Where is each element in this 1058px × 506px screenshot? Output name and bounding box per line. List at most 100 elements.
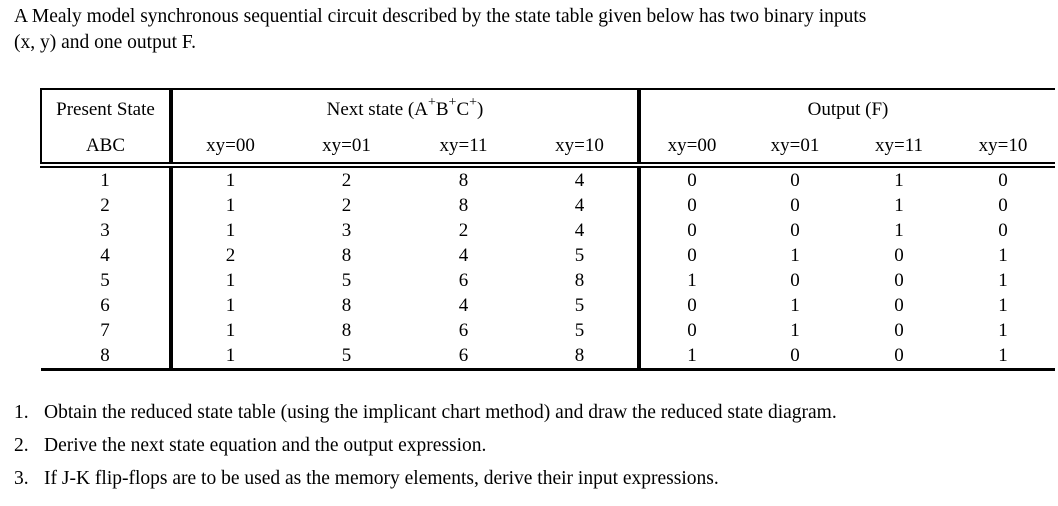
next-state-cell: 5: [522, 293, 641, 318]
out-xy11-header: xy=11: [847, 128, 951, 168]
next-state-label-b: B: [435, 98, 449, 120]
abc-header: ABC: [40, 128, 173, 168]
present-state-cell: 5: [41, 268, 173, 293]
output-cell: 0: [687, 295, 697, 316]
table-header-row-1: Present State Next state (A+B+C+) Output…: [40, 88, 1055, 128]
next-xy10-header: xy=10: [522, 128, 641, 168]
next-state-cell: 1: [225, 295, 236, 316]
output-cell: 1: [998, 295, 1008, 316]
output-cell: 0: [687, 170, 697, 191]
next-state-cell: 1: [225, 170, 236, 191]
output-cell: 0: [998, 195, 1008, 216]
present-state-header: Present State: [40, 88, 173, 128]
next-state-cell: 6: [405, 343, 522, 371]
table-row-state-1: 1 1 2 8 4 0 0 1 0: [41, 165, 1055, 193]
next-state-cell: 5: [522, 318, 641, 343]
next-state-cell: 6: [458, 320, 469, 341]
output-cell: 1: [790, 320, 800, 341]
output-cell: 1: [998, 270, 1008, 291]
out-xy10-header: xy=10: [951, 128, 1055, 168]
next-state-cell: 5: [341, 270, 352, 291]
output-cell: 0: [687, 320, 697, 341]
next-state-label-suffix: ): [477, 98, 484, 120]
output-cell: 0: [687, 195, 697, 216]
next-xy01-header: xy=01: [288, 128, 405, 168]
next-state-cell: 4: [458, 245, 469, 266]
output-cell: 0: [894, 295, 904, 316]
next-xy11-header: xy=11: [405, 128, 522, 168]
output-cell: 0: [743, 343, 847, 371]
table-row-state-6: 6 1 8 4 5 0 1 0 1: [41, 293, 1055, 318]
table-row-state-8: 8 1 5 6 8 1 0 0 1: [41, 343, 1055, 371]
next-state-cell: 2: [341, 170, 352, 191]
output-cell: 1: [894, 220, 904, 241]
out-xy00-header: xy=00: [639, 128, 743, 168]
next-state-sup-a: +: [427, 95, 436, 111]
output-cell: 0: [998, 220, 1008, 241]
next-state-label-prefix: Next state (A: [326, 98, 428, 120]
next-state-cell: 8: [341, 320, 352, 341]
next-state-sup-c: +: [469, 95, 478, 111]
output-cell: 0: [687, 245, 697, 266]
output-cell: 0: [790, 170, 800, 191]
table-header-row-2: ABC xy=00 xy=01 xy=11 xy=10 xy=00 xy=01 …: [40, 128, 1055, 168]
present-state-cell: 1: [41, 165, 173, 193]
next-state-cell: 4: [522, 193, 641, 218]
next-state-cell: 4: [458, 295, 469, 316]
next-state-cell: 1: [225, 195, 236, 216]
problem-statement-line-2: (x, y) and one output F.: [14, 32, 197, 53]
output-cell: 0: [998, 170, 1008, 191]
task-number: 3.: [14, 468, 29, 489]
output-cell: 1: [894, 170, 904, 191]
present-state-cell: 7: [41, 318, 173, 343]
next-state-cell: 8: [522, 343, 641, 371]
next-state-label-c: C: [456, 98, 470, 120]
output-cell: 1: [639, 343, 743, 371]
output-cell: 0: [790, 195, 800, 216]
next-state-cell: 1: [225, 270, 236, 291]
present-state-cell: 2: [41, 193, 173, 218]
next-state-cell: 1: [225, 320, 236, 341]
output-cell: 0: [790, 220, 800, 241]
output-cell: 1: [998, 320, 1008, 341]
task-list: 1. Obtain the reduced state table (using…: [14, 402, 837, 501]
output-cell: 1: [951, 343, 1055, 371]
output-cell: 1: [687, 270, 697, 291]
task-item-2: 2. Derive the next state equation and th…: [14, 435, 837, 457]
table-row-state-5: 5 1 5 6 8 1 0 0 1: [41, 268, 1055, 293]
next-state-cell: 8: [341, 245, 352, 266]
problem-statement: A Mealy model synchronous sequential cir…: [14, 4, 1054, 56]
output-cell: 1: [894, 195, 904, 216]
next-state-cell: 6: [458, 270, 469, 291]
table-row-state-3: 3 1 3 2 4 0 0 1 0: [41, 218, 1055, 243]
output-cell: 1: [790, 245, 800, 266]
output-cell: 0: [847, 343, 951, 371]
present-state-cell: 3: [41, 218, 173, 243]
next-state-cell: 8: [458, 195, 469, 216]
table-row-state-2: 2 1 2 8 4 0 0 1 0: [41, 193, 1055, 218]
next-state-cell: 4: [522, 165, 641, 193]
next-state-cell: 8: [458, 170, 469, 191]
next-state-cell: 5: [522, 243, 641, 268]
next-state-cell: 4: [522, 218, 641, 243]
next-state-cell: 5: [288, 343, 405, 371]
problem-statement-line-1: A Mealy model synchronous sequential cir…: [14, 6, 867, 27]
table-row-state-4: 4 2 8 4 5 0 1 0 1: [41, 243, 1055, 268]
output-cell: 0: [894, 320, 904, 341]
next-state-cell: 3: [341, 220, 352, 241]
next-state-cell: 8: [522, 268, 641, 293]
next-state-cell: 8: [341, 295, 352, 316]
next-state-sup-b: +: [448, 95, 457, 111]
next-state-cell: 1: [171, 343, 288, 371]
next-state-cell: 2: [225, 245, 236, 266]
output-header: Output (F): [639, 88, 1055, 128]
present-state-cell: 4: [41, 243, 173, 268]
table-row-state-7: 7 1 8 6 5 0 1 0 1: [41, 318, 1055, 343]
task-item-3: 3. If J-K flip-flops are to be used as t…: [14, 468, 837, 490]
output-cell: 1: [998, 245, 1008, 266]
present-state-cell: 6: [41, 293, 173, 318]
next-state-cell: 2: [341, 195, 352, 216]
next-state-header: Next state (A+B+C+): [171, 88, 641, 128]
output-cell: 0: [894, 270, 904, 291]
